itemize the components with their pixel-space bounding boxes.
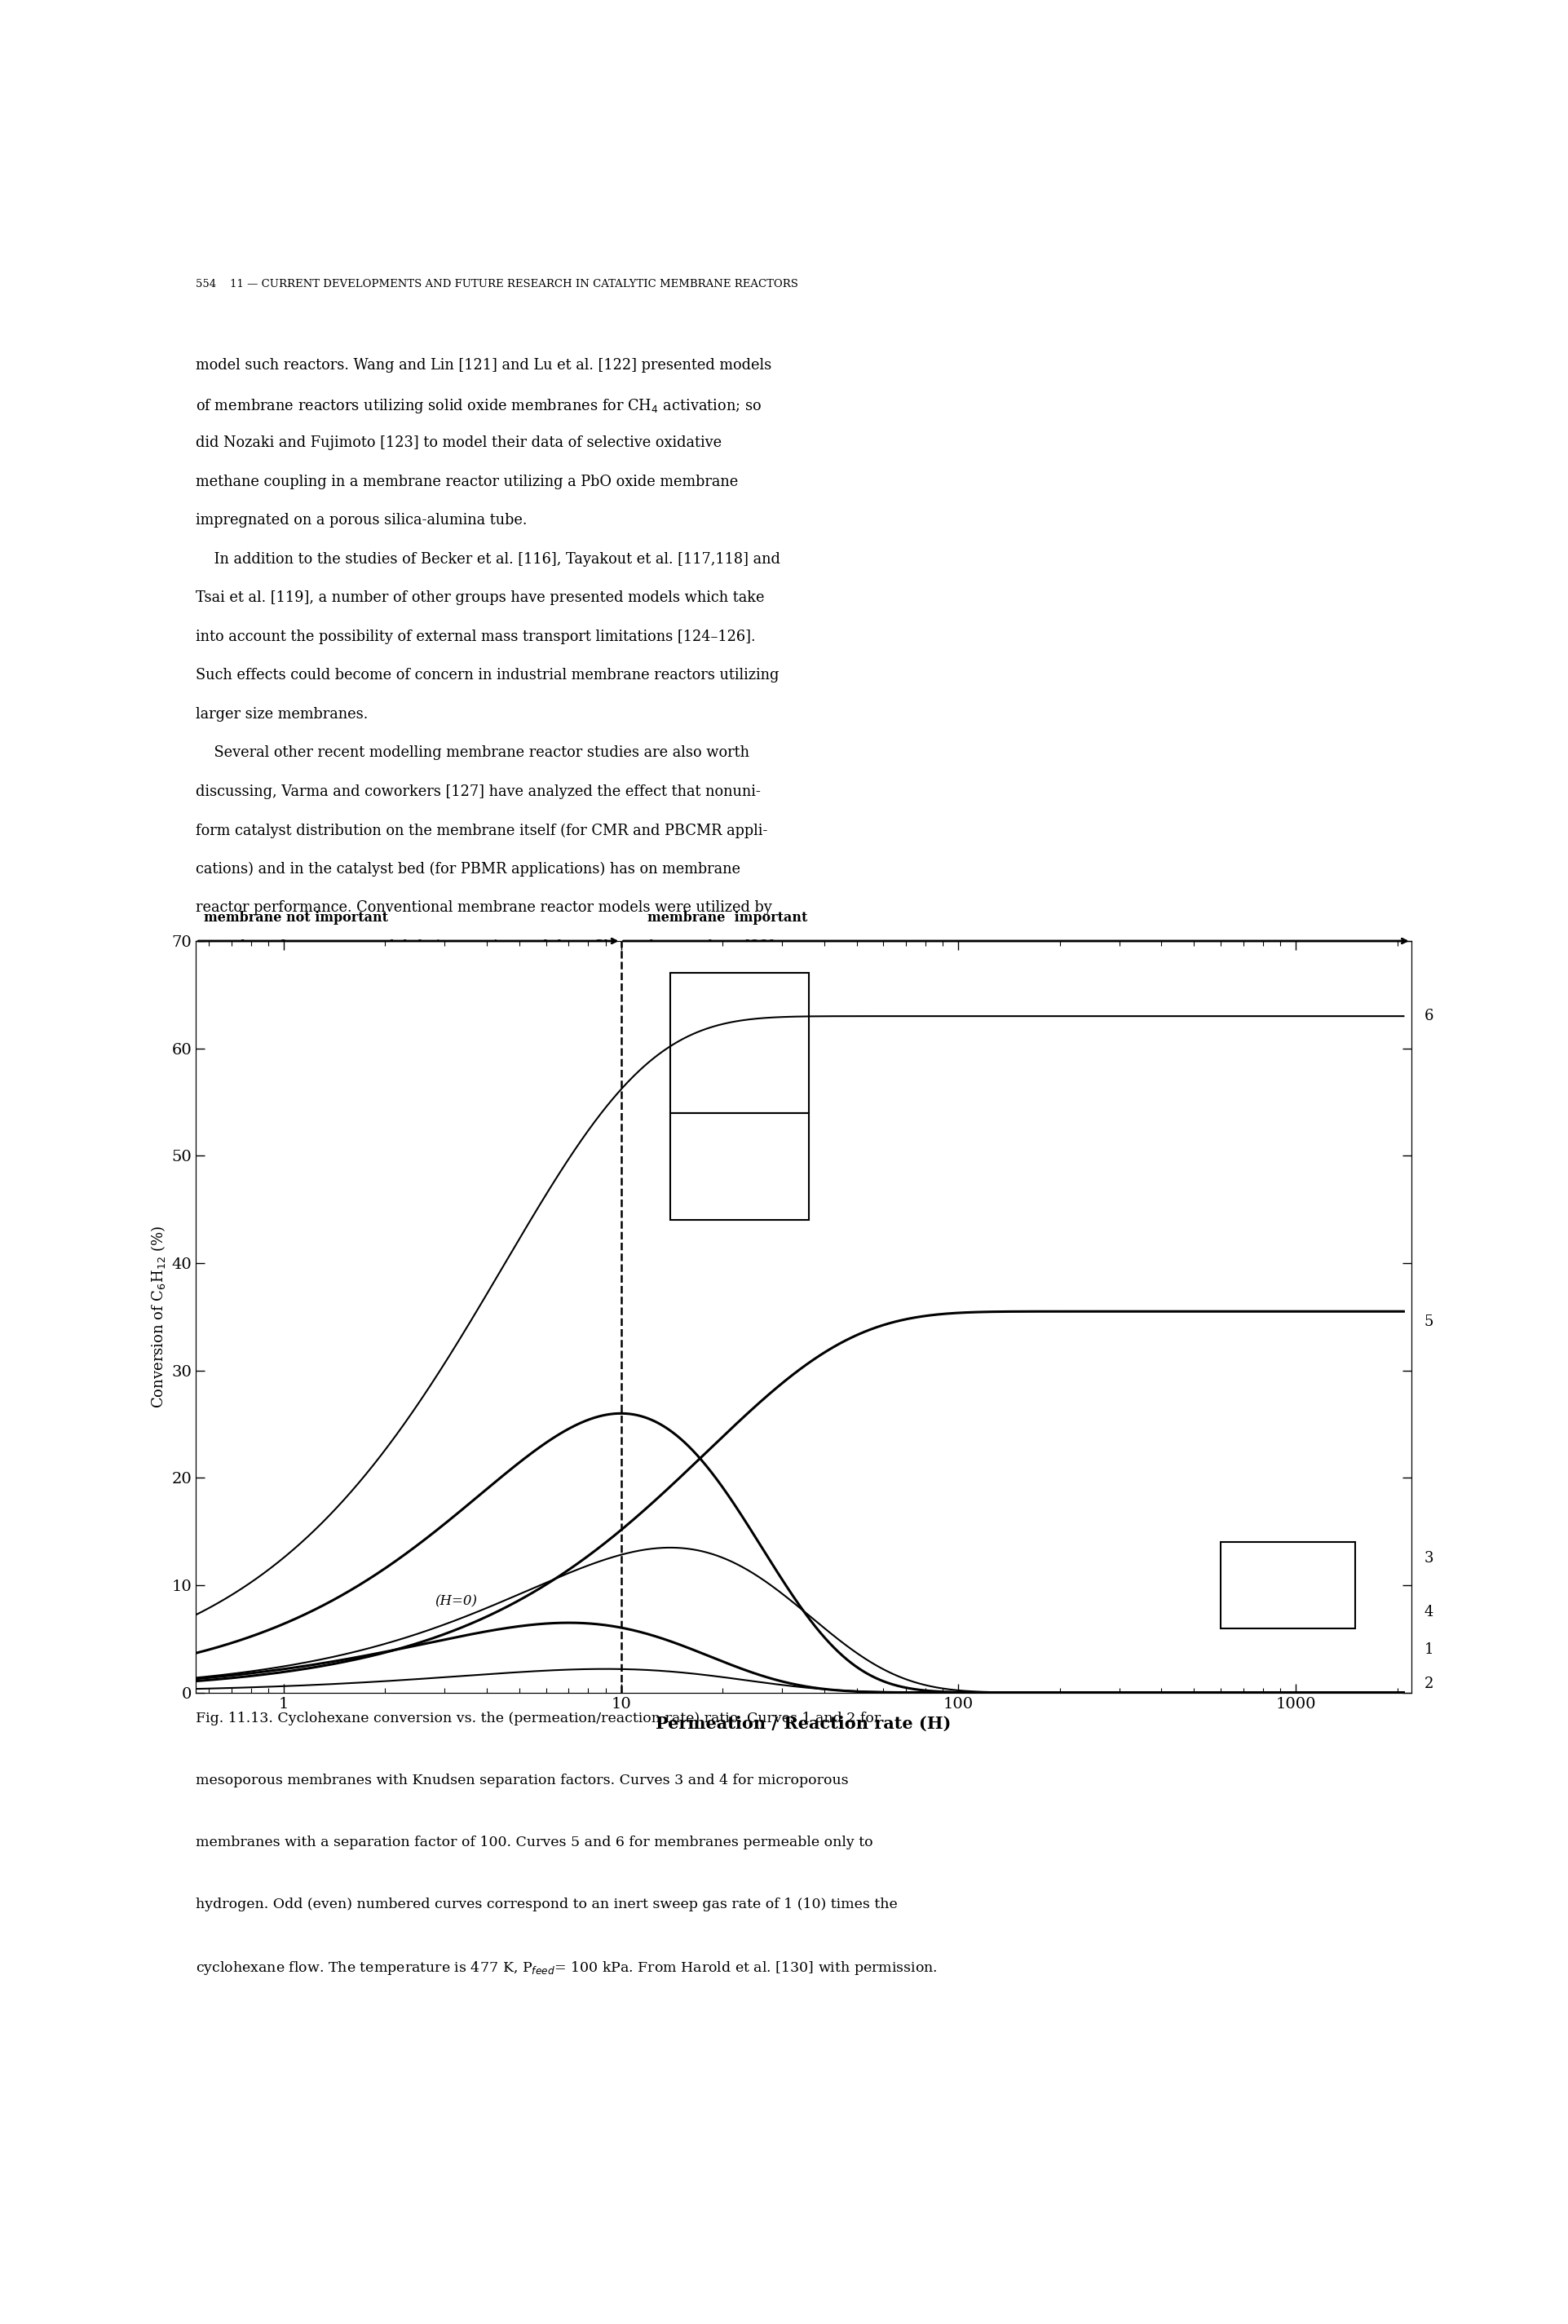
Text: mesoporous membranes with Knudsen separation factors. Curves 3 and 4 for micropo: mesoporous membranes with Knudsen separa… — [196, 1773, 848, 1787]
Text: reactor performance. Conventional membrane reactor models were utilized by: reactor performance. Conventional membra… — [196, 902, 773, 916]
Bar — [670, 974, 809, 1113]
Text: membrane  important: membrane important — [648, 911, 808, 925]
Text: into account the possibility of external mass transport limitations [124–126].: into account the possibility of external… — [196, 630, 756, 644]
Text: impregnated on a porous silica-alumina tube.: impregnated on a porous silica-alumina t… — [196, 514, 527, 528]
Text: Such effects could become of concern in industrial membrane reactors utilizing: Such effects could become of concern in … — [196, 669, 779, 683]
Text: (H=0): (H=0) — [434, 1594, 477, 1608]
Text: 4: 4 — [1424, 1604, 1433, 1620]
Text: did Nozaki and Fujimoto [123] to model their data of selective oxidative: did Nozaki and Fujimoto [123] to model t… — [196, 437, 721, 451]
Text: a number of groups to model their experimental data. Shu and co-workers [33]: a number of groups to model their experi… — [196, 939, 775, 955]
Text: discussing, Varma and coworkers [127] have analyzed the effect that nonuni-: discussing, Varma and coworkers [127] ha… — [196, 786, 760, 799]
Text: 5: 5 — [1424, 1315, 1433, 1329]
Text: In addition to the studies of Becker et al. [116], Tayakout et al. [117,118] and: In addition to the studies of Becker et … — [196, 553, 781, 567]
Text: membrane not important: membrane not important — [204, 911, 387, 925]
Text: membranes with a separation factor of 100. Curves 5 and 6 for membranes permeabl: membranes with a separation factor of 10… — [196, 1836, 873, 1850]
Text: 554    11 — CURRENT DEVELOPMENTS AND FUTURE RESEARCH IN CATALYTIC MEMBRANE REACT: 554 11 — CURRENT DEVELOPMENTS AND FUTURE… — [196, 279, 798, 290]
Text: methane coupling in a membrane reactor utilizing a PbO oxide membrane: methane coupling in a membrane reactor u… — [196, 474, 739, 490]
Text: 3: 3 — [1424, 1550, 1433, 1566]
Text: 1: 1 — [1424, 1643, 1433, 1657]
Text: larger size membranes.: larger size membranes. — [196, 706, 368, 723]
Text: cyclohexane flow. The temperature is 477 K, P$_{feed}$= 100 kPa. From Harold et : cyclohexane flow. The temperature is 477… — [196, 1959, 938, 1975]
Bar — [1221, 1543, 1355, 1629]
Text: Fig. 11.13. Cyclohexane conversion vs. the (permeation/reaction rate) ratio. Cur: Fig. 11.13. Cyclohexane conversion vs. t… — [196, 1710, 881, 1724]
Text: cations) and in the catalyst bed (for PBMR applications) has on membrane: cations) and in the catalyst bed (for PB… — [196, 862, 740, 876]
Y-axis label: Conversion of C$_6$H$_{12}$ (%): Conversion of C$_6$H$_{12}$ (%) — [149, 1225, 168, 1408]
Text: Tsai et al. [119], a number of other groups have presented models which take: Tsai et al. [119], a number of other gro… — [196, 590, 765, 607]
Text: form catalyst distribution on the membrane itself (for CMR and PBCMR appli-: form catalyst distribution on the membra… — [196, 823, 768, 839]
Text: Several other recent modelling membrane reactor studies are also worth: Several other recent modelling membrane … — [196, 746, 750, 760]
Text: 6: 6 — [1424, 1009, 1433, 1023]
Text: 2: 2 — [1424, 1676, 1433, 1692]
Text: hydrogen. Odd (even) numbered curves correspond to an inert sweep gas rate of 1 : hydrogen. Odd (even) numbered curves cor… — [196, 1896, 898, 1910]
Text: of membrane reactors utilizing solid oxide membranes for CH$_4$ activation; so: of membrane reactors utilizing solid oxi… — [196, 397, 762, 416]
Bar — [670, 1113, 809, 1220]
X-axis label: Permeation / Reaction rate (H): Permeation / Reaction rate (H) — [655, 1715, 952, 1731]
Text: model such reactors. Wang and Lin [121] and Lu et al. [122] presented models: model such reactors. Wang and Lin [121] … — [196, 358, 771, 374]
